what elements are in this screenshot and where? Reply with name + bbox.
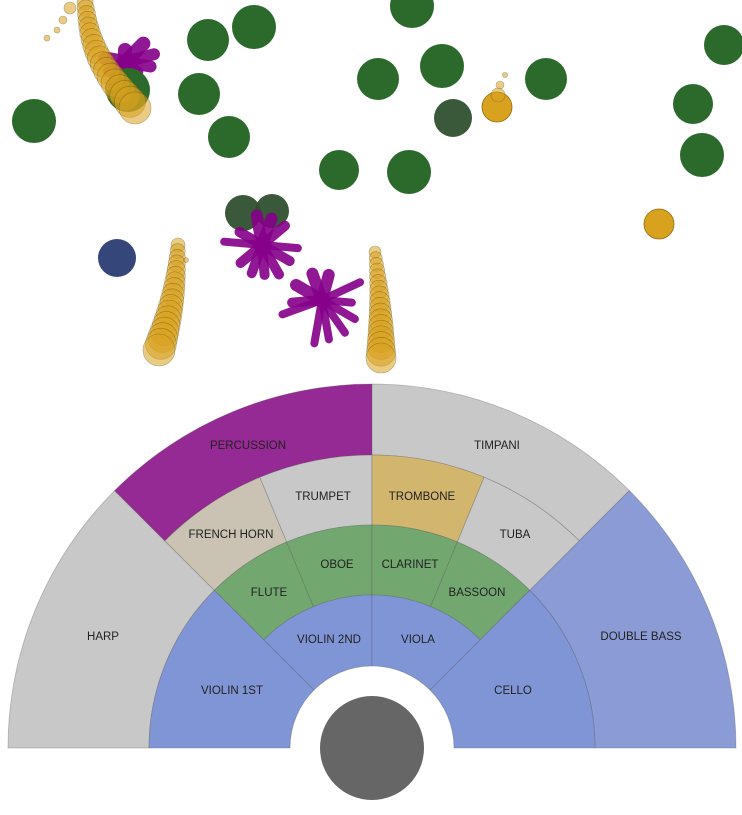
purple-burst <box>220 209 302 280</box>
conductor-podium[interactable] <box>320 696 424 800</box>
section-label: TUBA <box>500 529 531 541</box>
gold-note-dot <box>643 208 675 240</box>
section-violin-1st[interactable]: VIOLIN 1ST <box>148 589 315 749</box>
green-note-dot <box>704 25 742 65</box>
section-violin-2nd[interactable]: VIOLIN 2ND <box>263 594 373 691</box>
section-label: TIMPANI <box>474 440 520 452</box>
section-label: TROMBONE <box>389 491 456 503</box>
section-clarinet[interactable]: CLARINET <box>371 524 458 608</box>
green-note-dot <box>232 5 276 49</box>
section-label: PERCUSSION <box>210 440 286 452</box>
section-label: FLUTE <box>251 587 288 599</box>
green-note-dot <box>357 58 399 100</box>
green-note-dot <box>208 116 250 158</box>
green-note-dot <box>525 58 567 100</box>
green-note-dot <box>187 19 229 61</box>
section-viola[interactable]: VIOLA <box>371 594 481 691</box>
section-label: HARP <box>87 631 119 643</box>
section-label: CLARINET <box>382 559 439 571</box>
section-label: BASSOON <box>449 587 506 599</box>
section-label: VIOLA <box>401 634 435 646</box>
section-violin-2nd-wedge[interactable] <box>263 594 373 691</box>
particles-layer <box>12 0 742 374</box>
gold-trail <box>142 237 189 367</box>
section-label: TRUMPET <box>295 491 351 503</box>
gold-trail <box>43 0 152 125</box>
section-cello[interactable]: CELLO <box>429 589 596 749</box>
section-trumpet[interactable]: TRUMPET <box>259 454 373 543</box>
gold-trail <box>365 245 397 374</box>
green-note-dot <box>319 150 359 190</box>
orchestra-seating-chart: HARP PERCUSSION TIMPANI DOUBLE BASS FRENCH H… <box>7 383 737 800</box>
green-note-dot <box>420 44 464 88</box>
purple-burst <box>278 267 365 348</box>
section-violin-1st-wedge[interactable] <box>148 589 315 749</box>
section-label: OBOE <box>320 559 354 571</box>
section-trombone[interactable]: TROMBONE <box>371 454 485 543</box>
green-note-dot <box>12 99 56 143</box>
section-oboe[interactable]: OBOE <box>286 524 373 608</box>
green-note-dot <box>673 84 713 124</box>
section-label: VIOLIN 1ST <box>201 685 263 697</box>
section-cello-wedge[interactable] <box>429 589 596 749</box>
navy-note-dot <box>98 239 136 277</box>
section-label: VIOLIN 2ND <box>297 634 361 646</box>
green-note-dot <box>390 0 434 28</box>
section-label: CELLO <box>494 685 532 697</box>
section-tuba[interactable]: TUBA <box>456 476 580 591</box>
section-viola-wedge[interactable] <box>371 594 481 691</box>
dark-green-note-dot <box>434 99 472 137</box>
green-note-dot <box>387 150 431 194</box>
section-label: DOUBLE BASS <box>600 631 681 643</box>
green-note-dot <box>178 73 220 115</box>
green-note-dot <box>680 133 724 177</box>
gold-trail <box>490 72 508 103</box>
section-label: FRENCH HORN <box>189 529 274 541</box>
